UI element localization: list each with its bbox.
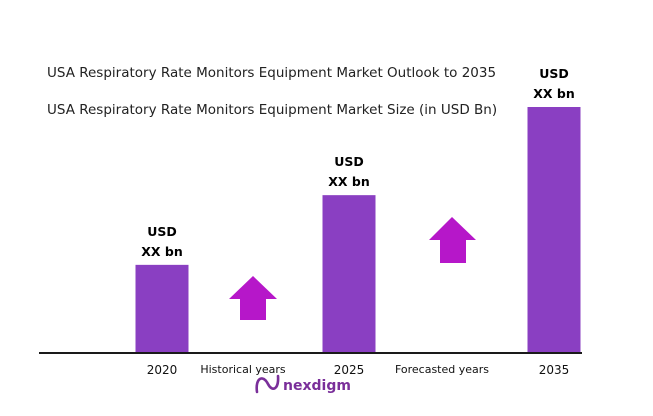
bar-label-currency-2025: USD (334, 154, 364, 169)
chart-title: USA Respiratory Rate Monitors Equipment … (47, 65, 496, 81)
bar-label-value-2035: XX bn (533, 86, 574, 101)
brand-name: nexdigm (283, 378, 351, 394)
historical-years-label: Historical years (200, 363, 286, 376)
bar-2020 (135, 264, 189, 353)
category-labels-group: 2020 2025 2035 (147, 363, 570, 377)
nexdigm-logo-mark-icon (255, 374, 280, 394)
category-label-2035: 2035 (539, 363, 570, 377)
bars-group (135, 107, 581, 353)
forecast-growth-arrow-icon (429, 217, 476, 263)
nexdigm-logo: nexdigm (255, 374, 351, 394)
chart-subtitle: USA Respiratory Rate Monitors Equipment … (47, 102, 497, 118)
bar-2025 (322, 195, 376, 353)
category-label-2020: 2020 (147, 363, 178, 377)
forecasted-years-label: Forecasted years (395, 363, 489, 376)
bar-label-value-2020: XX bn (141, 244, 182, 259)
bar-label-currency-2035: USD (539, 66, 569, 81)
category-label-2025: 2025 (334, 363, 365, 377)
bar-labels-group: USD XX bn USD XX bn USD XX bn (141, 66, 574, 259)
historical-growth-arrow-icon (229, 276, 277, 320)
bar-label-currency-2020: USD (147, 224, 177, 239)
bar-label-value-2025: XX bn (328, 174, 369, 189)
bar-2035 (527, 107, 581, 353)
